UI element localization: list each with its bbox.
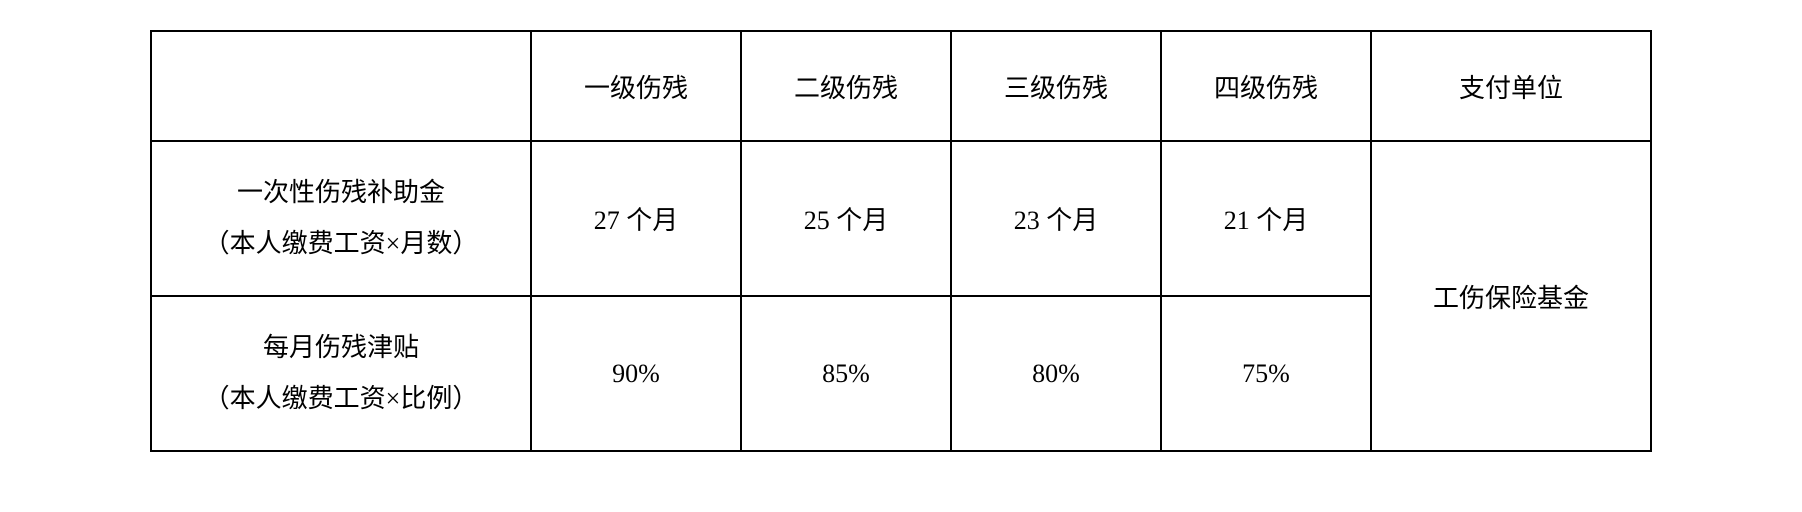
lump-sum-level2: 25 个月 (741, 141, 951, 296)
lump-sum-level1: 27 个月 (531, 141, 741, 296)
monthly-label-line1: 每月伤残津贴 (162, 323, 520, 374)
monthly-level3: 80% (951, 296, 1161, 451)
row-label-lump-sum: 一次性伤残补助金 （本人缴费工资×月数） (151, 141, 531, 296)
monthly-level4: 75% (1161, 296, 1371, 451)
header-level2: 二级伤残 (741, 31, 951, 141)
table-row: 一次性伤残补助金 （本人缴费工资×月数） 27 个月 25 个月 23 个月 2… (151, 141, 1651, 296)
payer-cell: 工伤保险基金 (1371, 141, 1651, 451)
row-label-monthly-allowance: 每月伤残津贴 （本人缴费工资×比例） (151, 296, 531, 451)
header-payer: 支付单位 (1371, 31, 1651, 141)
monthly-level1: 90% (531, 296, 741, 451)
monthly-level2: 85% (741, 296, 951, 451)
lump-sum-level4: 21 个月 (1161, 141, 1371, 296)
header-level3: 三级伤残 (951, 31, 1161, 141)
lump-sum-label-line1: 一次性伤残补助金 (162, 168, 520, 219)
disability-compensation-table: 一级伤残 二级伤残 三级伤残 四级伤残 支付单位 一次性伤残补助金 （本人缴费工… (150, 30, 1652, 452)
table-header-row: 一级伤残 二级伤残 三级伤残 四级伤残 支付单位 (151, 31, 1651, 141)
monthly-label-line2: （本人缴费工资×比例） (162, 374, 520, 425)
lump-sum-label-line2: （本人缴费工资×月数） (162, 219, 520, 270)
header-level4: 四级伤残 (1161, 31, 1371, 141)
lump-sum-level3: 23 个月 (951, 141, 1161, 296)
header-blank (151, 31, 531, 141)
header-level1: 一级伤残 (531, 31, 741, 141)
